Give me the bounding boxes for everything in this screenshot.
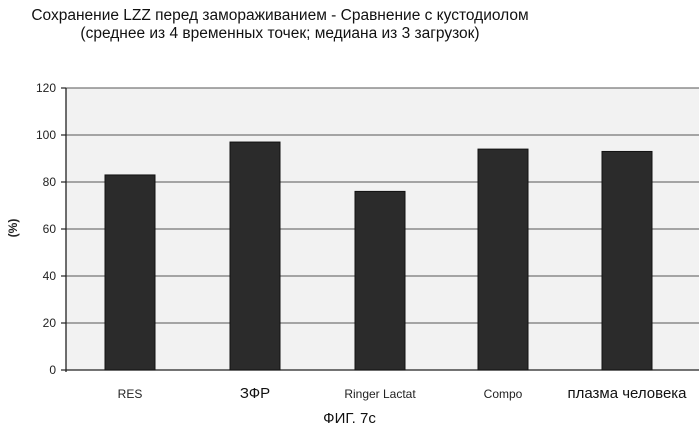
x-tick-labels: RES ЗФР Ringer Lactat Compo плазма человека: [118, 385, 688, 402]
bar: [355, 191, 405, 370]
figure-caption: ФИГ. 7с: [0, 410, 699, 427]
y-tick-label: 120: [36, 81, 56, 95]
x-tick-label: RES: [118, 387, 143, 401]
bar: [105, 175, 155, 370]
y-tick-label: 0: [49, 363, 56, 377]
y-tick-label: 100: [36, 128, 56, 142]
bar-chart: 0 20 40 60 80 100 120 RES ЗФР Ringer Lactat Compo…: [0, 0, 699, 405]
bar: [230, 142, 280, 370]
x-tick-label: плазма человека: [567, 385, 687, 402]
y-tick-label: 20: [43, 316, 57, 330]
x-tick-label: Compo: [484, 387, 523, 401]
y-tick-label: 40: [43, 269, 57, 283]
bar: [602, 151, 652, 370]
y-axis-label: (%): [6, 219, 20, 238]
y-tick-label: 80: [43, 175, 57, 189]
x-tick-label: Ringer Lactat: [344, 387, 416, 401]
y-tick-label: 60: [43, 222, 57, 236]
y-ticks: 0 20 40 60 80 100 120: [36, 81, 66, 377]
bar: [478, 149, 528, 370]
x-tick-label: ЗФР: [240, 385, 270, 402]
